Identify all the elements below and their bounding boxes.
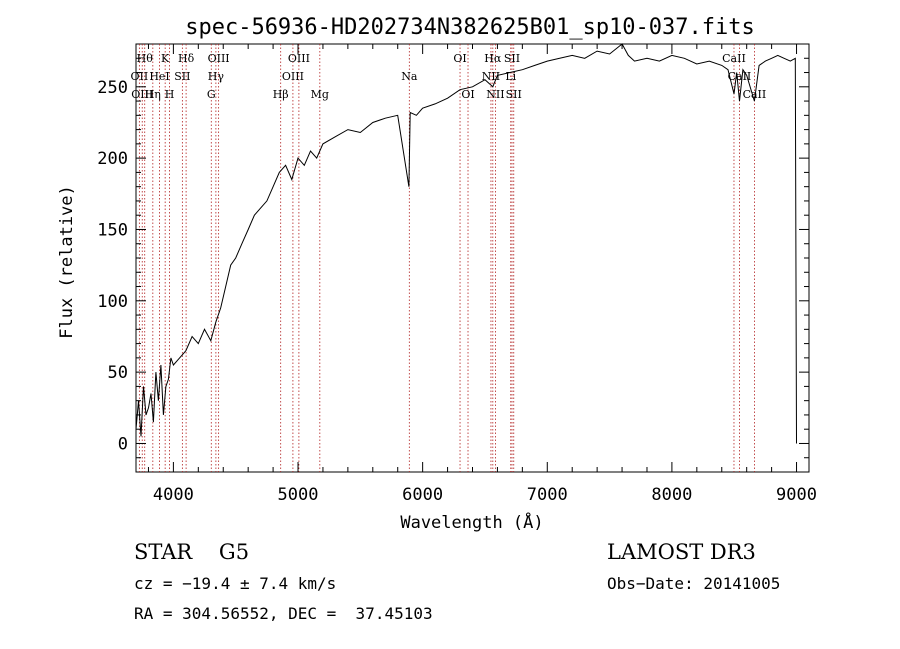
line-label: Hα (484, 52, 502, 65)
line-label: OIII (208, 52, 230, 65)
spectrum-line (135, 43, 797, 444)
observation-date: Obs−Date: 20141005 (607, 574, 780, 593)
x-tick-label: 9000 (776, 485, 817, 505)
line-label: OII (131, 70, 149, 83)
line-label: Na (401, 70, 418, 83)
line-label: SII (504, 52, 520, 65)
line-label: HeI (149, 70, 169, 83)
y-tick-label: 250 (97, 78, 128, 98)
line-label: OI (453, 52, 466, 65)
y-tick-label: 150 (97, 220, 128, 240)
line-label: G (207, 88, 216, 101)
x-tick-label: 8000 (651, 485, 692, 505)
line-label: Mg (311, 88, 329, 101)
line-label: Hβ (273, 88, 289, 101)
plot-frame (135, 43, 810, 473)
x-axis-ticks: 4000 5000 6000 7000 8000 9000 (147, 44, 817, 505)
y-axis-label: Flux (relative) (57, 185, 77, 339)
line-label: NII (486, 88, 504, 101)
line-label: H (165, 88, 175, 101)
x-tick-label: 7000 (527, 485, 568, 505)
x-tick-label: 4000 (153, 485, 194, 505)
coordinates: RA = 304.56552, DEC = 37.45103 (134, 604, 433, 623)
y-tick-label: 200 (97, 149, 128, 169)
y-tick-label: 50 (108, 363, 128, 383)
y-tick-label: 0 (118, 434, 128, 454)
line-label: K (161, 52, 170, 65)
line-label: Li (505, 70, 516, 83)
y-tick-label: 100 (97, 292, 128, 312)
spectral-line-markers (138, 44, 755, 472)
line-label: CaII (722, 52, 746, 65)
spectral-line-labels: OII OIII Hθ Hη HeI K H SII Hδ G Hγ OIII Hβ OIII OIII Mg… (131, 52, 767, 101)
survey-name: LAMOST DR3 (607, 540, 756, 564)
line-label: Hη (145, 88, 161, 101)
x-tick-label: 5000 (278, 485, 319, 505)
line-label: Hδ (178, 52, 195, 65)
line-label: Hθ (137, 52, 154, 65)
line-label: OIII (131, 88, 153, 101)
x-tick-label: 6000 (402, 485, 443, 505)
line-label: SII (174, 70, 190, 83)
redshift-velocity: cz = −19.4 ± 7.4 km/s (134, 574, 336, 593)
chart-title: spec-56936-HD202734N382625B01_sp10-037.f… (185, 15, 755, 40)
line-label: OI (461, 88, 474, 101)
line-label: OIII (282, 70, 304, 83)
x-axis-label: Wavelength (Å) (400, 511, 543, 533)
object-class: STAR G5 (134, 540, 249, 564)
line-label: SII (506, 88, 522, 101)
line-label: OIII (288, 52, 310, 65)
y-axis-ticks: 0 50 100 150 200 250 (97, 57, 809, 459)
line-label: CaII (743, 88, 767, 101)
line-label: Hγ (208, 70, 225, 83)
